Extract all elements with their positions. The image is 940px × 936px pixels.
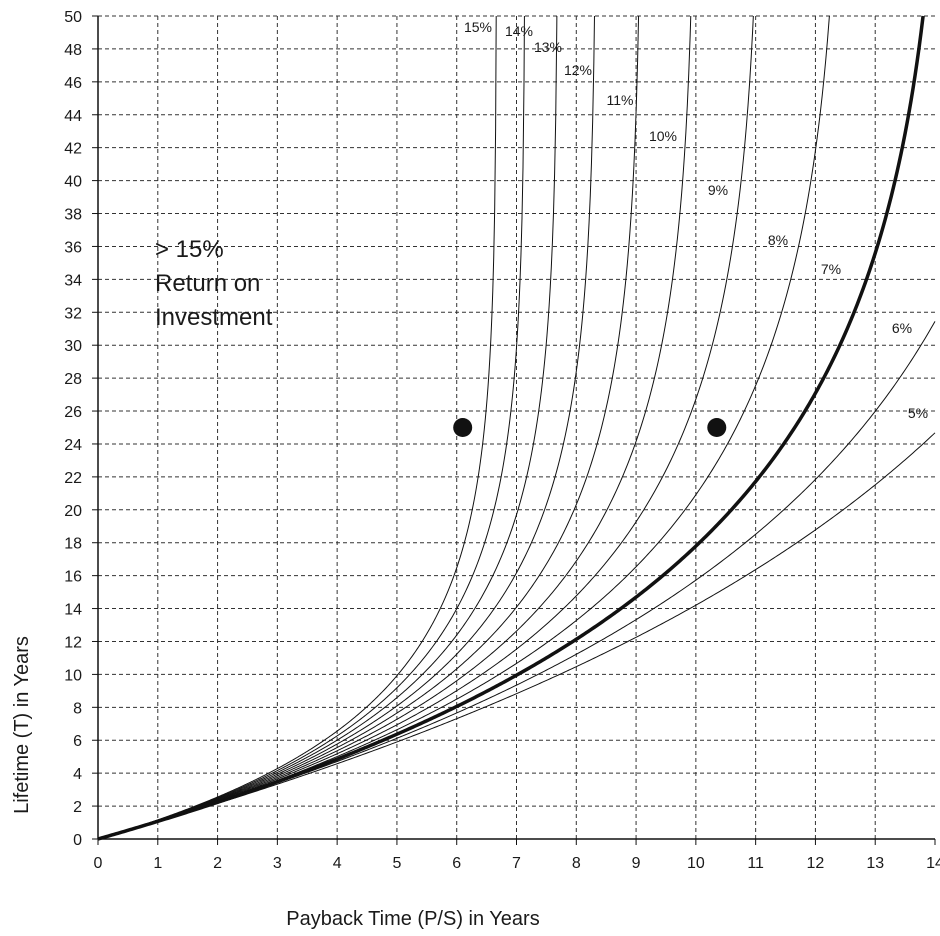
rate-curves [97,15,936,841]
curve-label-12: 12% [564,62,592,78]
y-tick-label: 2 [73,799,82,816]
curve-label-5: 5% [908,405,928,421]
y-tick-label: 16 [64,569,82,586]
y-tick-label: 12 [64,634,82,651]
x-tick-label: 1 [153,855,162,872]
y-tick-label: 48 [64,42,82,59]
curve-label-10: 10% [649,128,677,144]
region-annotation-line-3: Investment [155,304,273,331]
curve-9-percent [97,15,754,840]
data-point [707,418,727,437]
y-tick-label: 22 [64,470,82,487]
x-tick-label: 8 [572,855,581,872]
x-tick-label: 13 [866,855,884,872]
y-tick-label: 30 [64,338,82,355]
curve-label-8: 8% [768,232,788,248]
data-point [453,418,473,437]
curve-label-11: 11% [607,92,634,108]
y-tick-label: 40 [64,174,82,191]
curve-12-percent [97,15,595,840]
y-tick-label: 42 [64,141,82,158]
x-tick-label: 7 [512,855,521,872]
y-tick-label: 20 [64,503,82,520]
y-tick-label: 50 [64,9,82,26]
x-tick-labels: 0 1 2 3 4 5 6 7 8 9 10 11 12 13 14 [94,839,940,872]
y-tick-label: 10 [64,667,82,684]
x-tick-label: 2 [213,855,222,872]
region-annotation: > 15% Return on Investment [155,236,273,331]
x-tick-label: 9 [632,855,641,872]
x-axis-title: Payback Time (P/S) in Years [286,908,539,930]
curve-8-percent [97,15,830,840]
y-tick-label: 4 [73,766,82,783]
curve-11-percent [97,15,640,840]
y-tick-labels: 0246810121416182022242628303234363840424… [64,9,98,849]
data-points [453,418,727,437]
axes [97,16,935,840]
y-tick-label: 38 [64,207,82,224]
x-tick-label: 4 [333,855,342,872]
curve-13-percent [97,15,558,840]
y-tick-label: 28 [64,371,82,388]
y-tick-label: 6 [73,733,82,750]
curve-label-14: 14% [505,23,533,39]
y-tick-label: 24 [64,437,82,454]
curve-label-9: 9% [708,182,728,198]
x-tick-label: 10 [687,855,705,872]
curve-label-13: 13% [534,39,562,55]
y-tick-label: 46 [64,75,82,92]
y-axis-title: Lifetime (T) in Years [11,636,33,814]
curve-label-6: 6% [892,320,912,336]
x-tick-label: 3 [273,855,282,872]
y-tick-label: 0 [73,832,82,849]
x-tick-label: 6 [452,855,461,872]
y-tick-label: 18 [64,536,82,553]
y-tick-label: 8 [73,700,82,717]
curve-labels: 5% 6% 7% 8% 9% 10% 11% 12%13%14% 15% [464,19,928,421]
y-tick-label: 44 [64,108,82,125]
y-tick-label: 34 [64,272,82,289]
y-tick-label: 36 [64,239,82,256]
y-tick-label: 14 [64,602,82,619]
region-annotation-line-1: > 15% [155,236,224,263]
grid-lines [98,15,935,839]
x-tick-label: 0 [94,855,103,872]
curve-label-7: 7% [821,261,841,277]
curve-label-15: 15% [464,19,492,35]
x-tick-label: 14 [926,855,940,872]
y-tick-label: 26 [64,404,82,421]
region-annotation-line-2: Return on [155,270,260,297]
curve-7-percent [97,15,925,841]
x-tick-label: 5 [392,855,401,872]
y-tick-label: 32 [64,305,82,322]
x-tick-label: 12 [807,855,825,872]
curve-15-percent [97,15,497,840]
x-tick-label: 11 [747,855,764,872]
